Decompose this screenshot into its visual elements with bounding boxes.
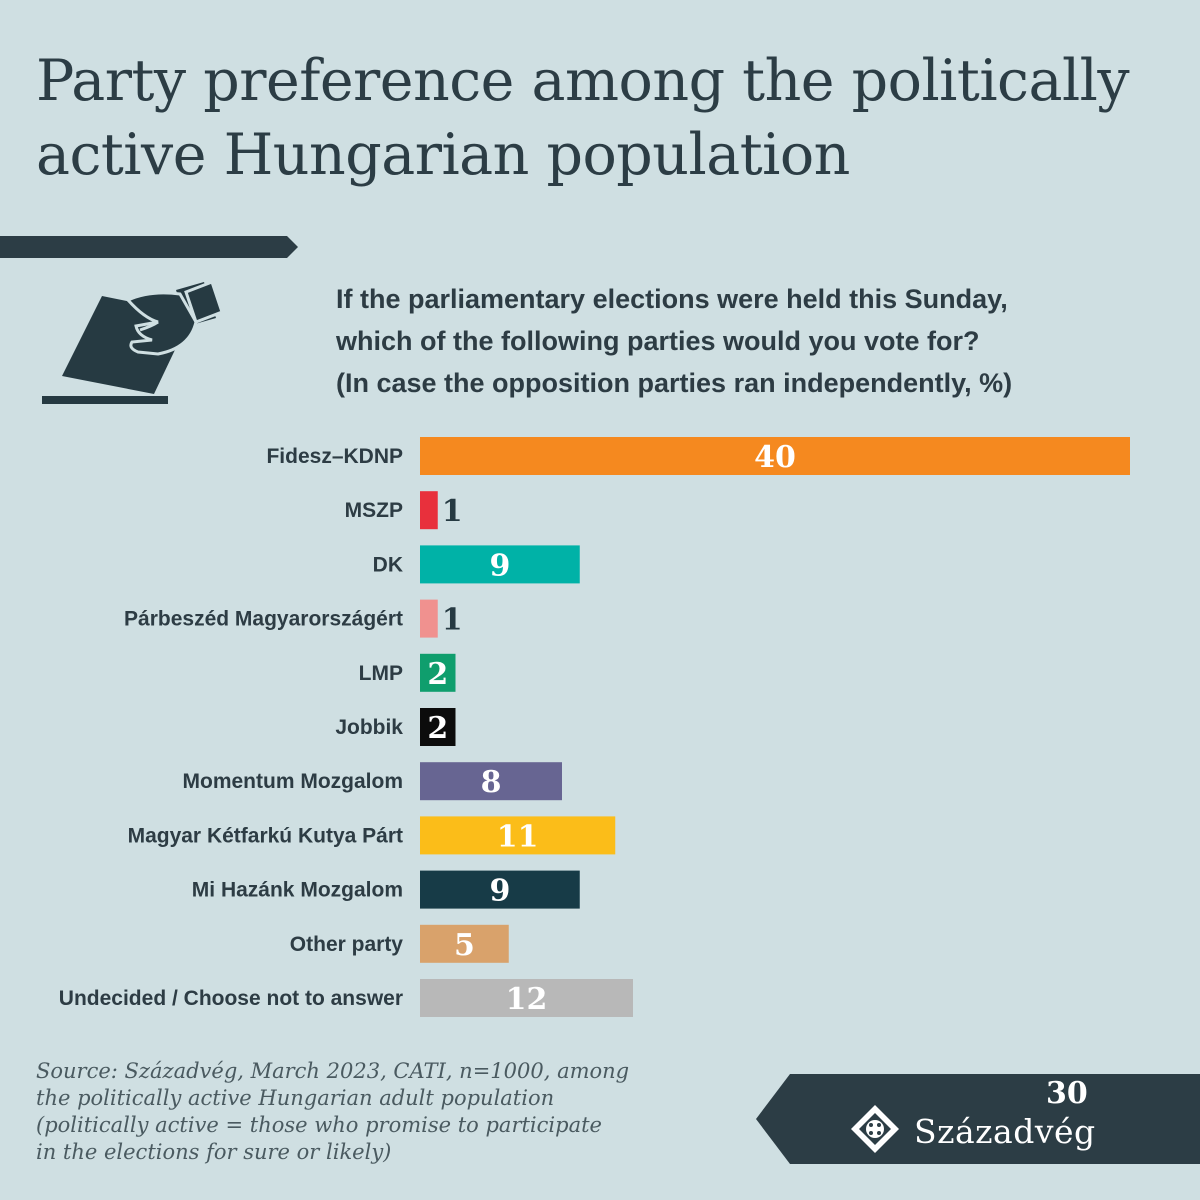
logo-wordmark: Századvég [914, 1112, 1096, 1151]
category-label: MSZP [345, 499, 403, 522]
ballot-box-hand-icon [42, 280, 224, 404]
source-line: Source: Századvég, March 2023, CATI, n=1… [36, 1059, 630, 1083]
question-line: If the parliamentary elections were held… [336, 284, 1008, 314]
category-label: Fidesz–KDNP [266, 445, 403, 468]
bar [420, 762, 562, 801]
bar [420, 816, 616, 855]
bar [420, 599, 438, 638]
question-line: (In case the opposition parties ran inde… [336, 368, 1013, 398]
value-label: 9 [489, 548, 510, 583]
category-label: Magyar Kétfarkú Kutya Párt [128, 824, 403, 847]
bar [420, 870, 580, 909]
category-label: Momentum Mozgalom [183, 770, 404, 793]
category-label: Undecided / Choose not to answer [59, 987, 403, 1010]
category-label: LMP [359, 662, 403, 685]
bar [420, 653, 456, 692]
source-line: in the elections for sure or likely) [36, 1140, 392, 1164]
source-note: Source: Századvég, March 2023, CATI, n=1… [36, 1058, 676, 1166]
value-label: 12 [506, 982, 548, 1017]
value-label: 5 [454, 928, 475, 963]
category-label: Other party [290, 933, 404, 956]
category-label: Mi Hazánk Mozgalom [192, 879, 403, 902]
value-label: 9 [489, 874, 510, 909]
category-label: Jobbik [335, 716, 403, 739]
decorative-arrow-bar [0, 236, 298, 258]
page-title: Party preference among the politically a… [36, 48, 1130, 188]
bar [420, 979, 633, 1017]
value-label: 1 [442, 494, 463, 529]
bar [420, 708, 456, 746]
value-label: 2 [427, 711, 448, 746]
bar [420, 491, 438, 530]
value-label: 40 [754, 440, 796, 475]
bar [420, 437, 1130, 475]
question-line: which of the following parties would you… [336, 326, 980, 356]
category-label: Párbeszéd Magyarországért [124, 608, 403, 631]
logo-anniversary-number: 30 [1046, 1076, 1088, 1111]
category-label: DK [373, 553, 403, 576]
survey-question: If the parliamentary elections were held… [336, 278, 1186, 404]
szazadveg-emblem-icon [851, 1105, 899, 1153]
source-line: (politically active = those who promise … [36, 1113, 602, 1137]
value-label: 8 [481, 765, 502, 800]
value-label: 1 [442, 603, 463, 638]
bar [420, 545, 580, 584]
value-label: 11 [497, 819, 539, 854]
source-line: the politically active Hungarian adult p… [36, 1086, 555, 1110]
value-label: 2 [427, 657, 448, 692]
bar [420, 924, 509, 963]
